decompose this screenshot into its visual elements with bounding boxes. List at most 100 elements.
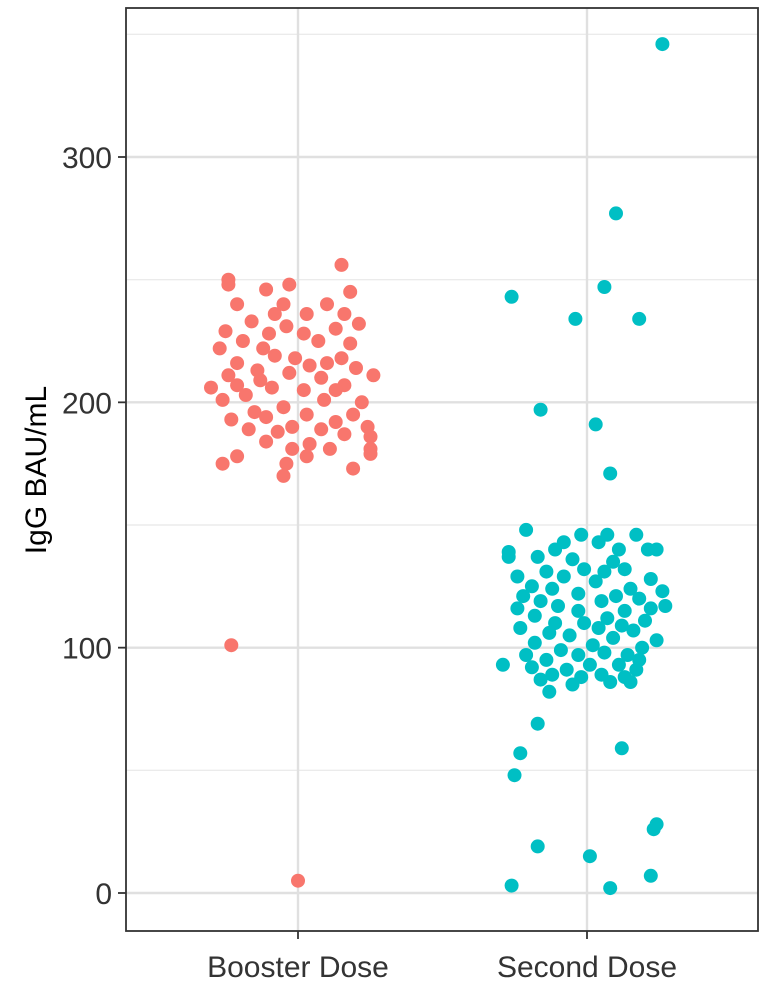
data-point (299, 307, 314, 321)
data-point (253, 373, 268, 388)
data-point (565, 677, 580, 692)
data-point (629, 527, 644, 542)
data-point (571, 648, 586, 662)
data-point (296, 326, 311, 341)
data-point (259, 410, 274, 425)
data-point (577, 616, 592, 631)
data-point (296, 383, 311, 398)
data-point (539, 652, 554, 667)
y-tick-label: 300 (62, 142, 112, 175)
data-point (649, 542, 664, 557)
data-point (302, 358, 317, 373)
data-point (603, 675, 618, 689)
data-point (542, 625, 557, 640)
data-point (614, 618, 629, 633)
data-point (527, 635, 542, 650)
data-point (363, 446, 378, 461)
data-point (291, 873, 305, 888)
data-point (530, 716, 545, 731)
data-point (553, 643, 568, 658)
data-point (620, 648, 635, 662)
data-point (562, 628, 577, 643)
data-point (643, 572, 658, 586)
data-point (351, 316, 366, 331)
data-point (264, 380, 279, 395)
data-point (539, 564, 554, 579)
data-point (221, 277, 236, 292)
data-point (276, 468, 291, 483)
data-point (565, 552, 580, 567)
data-point (282, 277, 297, 292)
y-axis-title: IgG BAU/mL (20, 386, 53, 554)
data-point (212, 341, 227, 356)
data-point (530, 549, 545, 564)
data-point (611, 657, 626, 672)
data-point (623, 581, 638, 596)
data-point (574, 527, 589, 542)
data-point (606, 554, 621, 569)
data-point (328, 321, 343, 336)
data-point (230, 297, 245, 312)
data-point (533, 672, 548, 687)
data-point (582, 657, 597, 672)
data-point (328, 415, 343, 429)
data-point (230, 449, 245, 464)
data-point (655, 37, 670, 52)
data-point (609, 589, 623, 604)
data-point (501, 549, 516, 564)
data-point (282, 365, 297, 380)
y-tick-label: 100 (62, 633, 112, 666)
data-point (267, 307, 282, 321)
data-point (643, 868, 658, 883)
data-point (322, 441, 337, 456)
data-point (328, 383, 343, 398)
data-point (559, 662, 574, 677)
data-point (600, 611, 615, 626)
data-point (311, 334, 326, 348)
data-point (299, 407, 314, 422)
plot-panel-border (125, 7, 759, 932)
data-point (606, 630, 621, 645)
data-point (626, 623, 641, 638)
data-point (635, 640, 650, 655)
data-point (507, 768, 522, 783)
data-point (366, 368, 381, 383)
data-point (577, 562, 592, 577)
data-point (588, 574, 603, 589)
data-point (530, 839, 545, 854)
data-point (230, 356, 245, 371)
data-point (276, 400, 291, 415)
data-points (204, 37, 673, 896)
data-point (230, 378, 245, 393)
data-point (270, 424, 285, 439)
data-point (524, 579, 539, 594)
data-point (510, 601, 525, 616)
data-point (597, 564, 612, 579)
data-point (285, 419, 300, 434)
data-point (533, 594, 548, 609)
data-point (597, 645, 612, 660)
data-point (629, 662, 644, 677)
data-point (235, 334, 250, 348)
data-point (594, 594, 609, 609)
data-point (346, 461, 361, 476)
data-point (519, 648, 534, 662)
data-point (617, 562, 632, 577)
data-point (495, 657, 510, 672)
data-point (533, 402, 548, 417)
data-point (288, 351, 303, 366)
data-point (603, 466, 618, 481)
data-point (638, 613, 652, 628)
data-point (247, 405, 262, 420)
data-point (302, 437, 317, 451)
data-point (545, 581, 560, 596)
data-point (603, 881, 618, 896)
data-point (611, 542, 626, 557)
data-point (221, 368, 236, 383)
data-point (646, 822, 661, 837)
data-point (337, 307, 352, 321)
data-point (571, 586, 586, 601)
data-point (244, 314, 259, 329)
data-point (556, 569, 571, 584)
